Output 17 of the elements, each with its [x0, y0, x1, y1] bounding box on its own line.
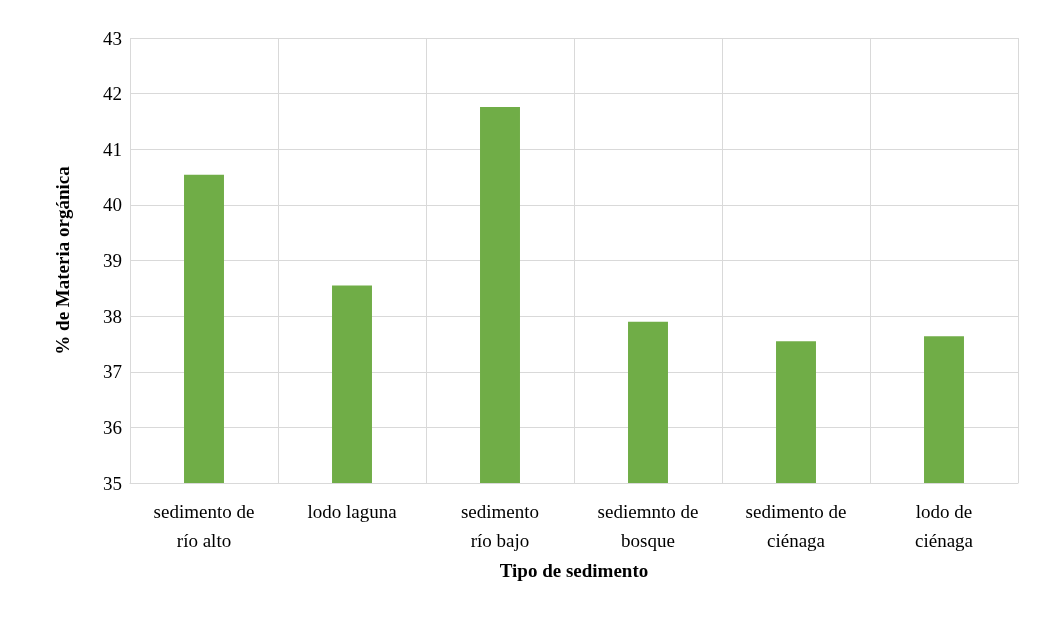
x-tick-label: sedimento de ciénaga — [745, 501, 847, 551]
y-axis-title: % de Materia orgánica — [52, 165, 73, 355]
y-tick-label: 42 — [103, 83, 122, 105]
x-tick-label: sedimento de río alto — [153, 501, 255, 551]
x-tick-label: lodo de ciénaga — [914, 501, 974, 551]
x-axis-title: Tipo de sedimento — [499, 560, 649, 581]
x-tick-label: sediemnto de bosque — [597, 501, 699, 551]
y-tick-label: 40 — [103, 194, 122, 216]
y-tick-label: 39 — [103, 250, 122, 271]
y-tick-label: 41 — [103, 138, 122, 160]
y-tick-label: 38 — [103, 305, 122, 327]
y-tick-label: 36 — [103, 416, 122, 438]
y-tick-label: 35 — [103, 472, 122, 494]
x-tick-label: lodo laguna — [307, 501, 398, 522]
y-tick-label: 37 — [103, 361, 122, 383]
y-tick-label: 43 — [103, 27, 122, 49]
x-tick-label: sedimento río bajo — [460, 501, 540, 551]
